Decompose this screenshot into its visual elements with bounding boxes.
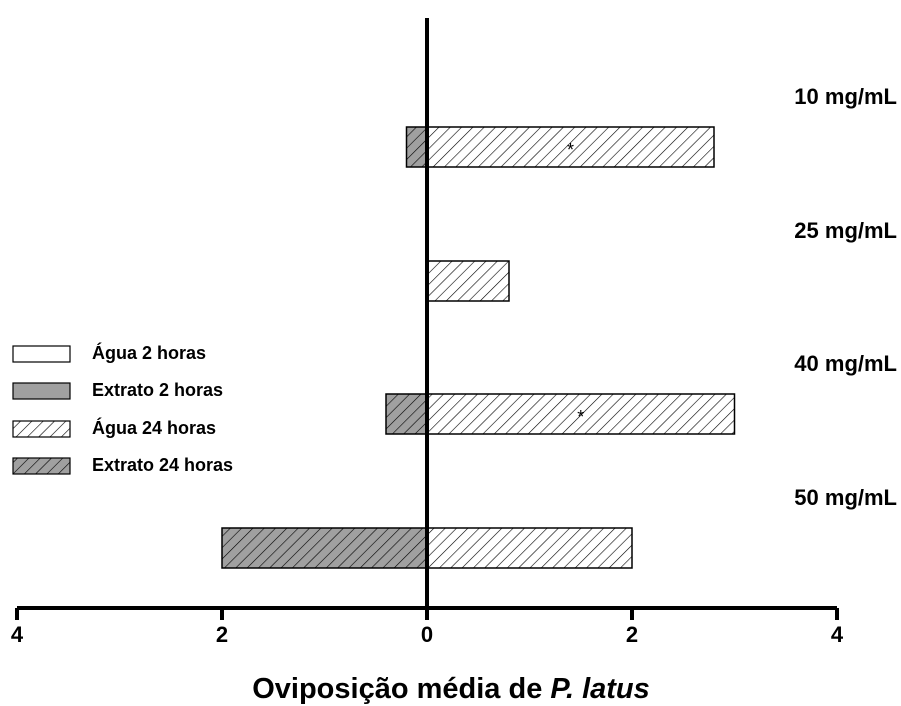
annotation: * <box>577 407 584 427</box>
x-tick-label: 0 <box>421 622 433 647</box>
category-label: 40 mg/mL <box>794 351 897 376</box>
legend-label: Água 2 horas <box>92 342 206 363</box>
legend-label: Extrato 2 horas <box>92 380 223 400</box>
x-axis-label-text: Oviposição média de <box>252 673 550 705</box>
legend-swatch <box>12 420 71 438</box>
x-axis-label: Oviposição média de P. latus <box>252 673 650 705</box>
legend-swatch <box>12 345 71 363</box>
category-label: 50 mg/mL <box>794 485 897 510</box>
category-label: 10 mg/mL <box>794 84 897 109</box>
x-tick-label: 2 <box>216 622 228 647</box>
annotation: * <box>567 140 574 160</box>
legend-label: Água 24 horas <box>92 417 216 438</box>
bar <box>426 126 715 168</box>
x-tick-label: 2 <box>626 622 638 647</box>
legend-label: Extrato 24 horas <box>92 455 233 475</box>
x-axis-label-species: P. latus <box>550 673 649 705</box>
bar <box>426 527 633 569</box>
category-label: 25 mg/mL <box>794 218 897 243</box>
legend-swatch <box>12 382 71 400</box>
x-tick-label: 4 <box>11 622 24 647</box>
bar <box>405 126 428 168</box>
legend-swatch <box>12 457 71 475</box>
x-tick-label: 4 <box>831 622 844 647</box>
bar <box>385 393 428 435</box>
bar <box>426 393 736 435</box>
bar <box>221 527 428 569</box>
bar <box>426 260 510 302</box>
